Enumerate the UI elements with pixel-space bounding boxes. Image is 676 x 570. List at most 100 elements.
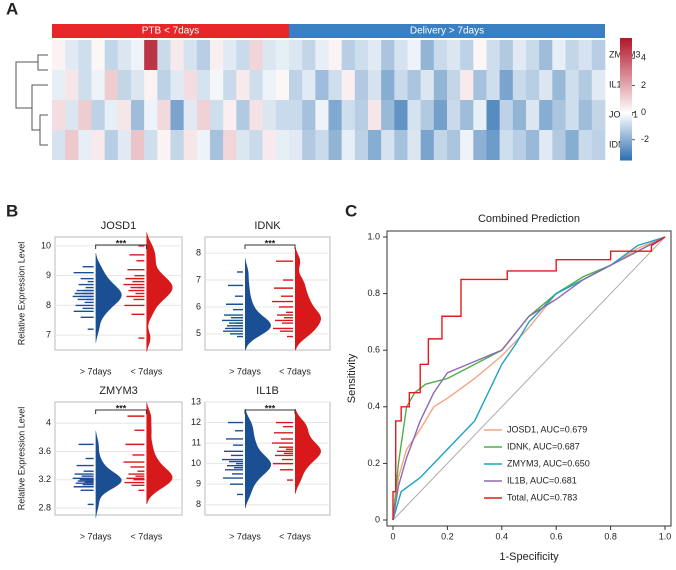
heat-cell: [381, 40, 395, 70]
heat-cell: [539, 100, 553, 130]
heat-cell: [420, 40, 435, 70]
heat-cell: [447, 100, 461, 130]
heat-cell: [236, 100, 250, 130]
colorbar-step: [620, 54, 632, 57]
heat-cell: [539, 130, 553, 160]
colorbar-step: [620, 40, 632, 43]
heat-cell: [341, 70, 356, 100]
heat-cell: [275, 130, 290, 160]
heat-cell: [328, 100, 342, 130]
x-tick-label: < 7days: [279, 366, 311, 376]
heat-cell: [407, 130, 421, 160]
heat-cell: [315, 70, 329, 100]
colorbar-step: [620, 133, 632, 137]
colorbar-step: [620, 48, 632, 51]
heat-cell: [131, 40, 145, 70]
heat-cell: [104, 130, 119, 160]
heat-cell: [473, 100, 487, 130]
colorbar-step: [620, 107, 632, 110]
colorbar-step: [620, 155, 632, 159]
y-tick-label: 9: [46, 270, 51, 280]
x-tick-label: 0: [390, 531, 395, 541]
chart-title: Combined Prediction: [478, 213, 580, 225]
heat-cell: [275, 100, 290, 130]
heat-cell: [499, 70, 514, 100]
heat-cell: [52, 70, 66, 100]
x-tick-label: 0.4: [496, 531, 509, 541]
y-tick-label: 4: [46, 418, 51, 428]
group-bar: [52, 24, 289, 38]
colorbar-step: [620, 94, 632, 98]
subplot-title: IL1B: [256, 385, 279, 397]
heat-cell: [341, 130, 356, 160]
colorbar-step: [620, 115, 632, 118]
heat-cell: [433, 100, 448, 130]
colorbar-label: 0: [641, 107, 646, 117]
legend-label: IL1B, AUC=0.681: [507, 475, 577, 485]
heat-cell: [302, 70, 316, 100]
half-violin: [146, 232, 173, 352]
colorbar-step: [620, 99, 632, 102]
heat-cell: [565, 70, 579, 100]
heat-cell: [91, 130, 105, 160]
y-tick-label: 5: [196, 328, 201, 338]
colorbar-step: [620, 86, 632, 90]
heat-cell: [460, 40, 474, 70]
y-tick-label: 10: [191, 458, 201, 468]
half-violin: [146, 402, 173, 504]
colorbar-step: [620, 88, 632, 92]
group-label: Delivery > 7days: [410, 26, 484, 37]
colorbar-step: [620, 80, 632, 84]
heat-cell: [578, 70, 593, 100]
x-tick-label: 1.0: [659, 531, 672, 541]
heat-cell: [486, 130, 500, 160]
heat-cell: [499, 40, 514, 70]
colorbar-step: [620, 50, 632, 53]
y-tick-label: 0.2: [367, 458, 380, 468]
heat-cell: [91, 70, 105, 100]
x-axis-label: 1-Specificity: [499, 551, 559, 563]
y-tick-label: 0.8: [367, 288, 380, 298]
heat-cell: [512, 70, 527, 100]
significance-label: ***: [265, 238, 276, 248]
heat-cell: [433, 130, 448, 160]
heat-cell: [236, 130, 250, 160]
colorbar-step: [620, 125, 632, 128]
colorbar-step: [620, 119, 632, 122]
heat-cell: [210, 100, 224, 130]
half-violin: [245, 258, 271, 351]
colorbar-step: [620, 70, 632, 74]
y-tick-label: 13: [191, 396, 201, 406]
heat-cell: [394, 40, 408, 70]
y-tick-label: 3.6: [38, 446, 51, 456]
heat-cell: [262, 130, 277, 160]
heat-cell: [394, 130, 408, 160]
heat-cell: [407, 100, 421, 130]
half-violin: [295, 408, 321, 494]
heat-cell: [210, 130, 224, 160]
heat-cell: [591, 100, 606, 130]
heat-cell: [447, 40, 461, 70]
heat-cell: [315, 40, 329, 70]
x-tick-label: 0.6: [550, 531, 563, 541]
heat-cell: [104, 100, 119, 130]
colorbar-step: [620, 123, 632, 126]
y-tick-label: 7: [196, 274, 201, 284]
colorbar-step: [620, 139, 632, 143]
heat-cell: [289, 100, 303, 130]
heat-cell: [486, 70, 500, 100]
y-tick-label: 10: [41, 240, 51, 250]
legend-label: IDNK, AUC=0.687: [507, 441, 580, 451]
significance-label: ***: [265, 403, 276, 413]
colorbar-step: [620, 76, 632, 80]
colorbar-step: [620, 68, 632, 72]
heat-cell: [539, 70, 553, 100]
heat-cell: [302, 100, 316, 130]
heat-cell: [65, 40, 79, 70]
colorbar-step: [620, 105, 632, 108]
colorbar-step: [620, 92, 632, 96]
heat-cell: [157, 130, 171, 160]
heat-cell: [262, 40, 277, 70]
group-bar: [289, 24, 605, 38]
